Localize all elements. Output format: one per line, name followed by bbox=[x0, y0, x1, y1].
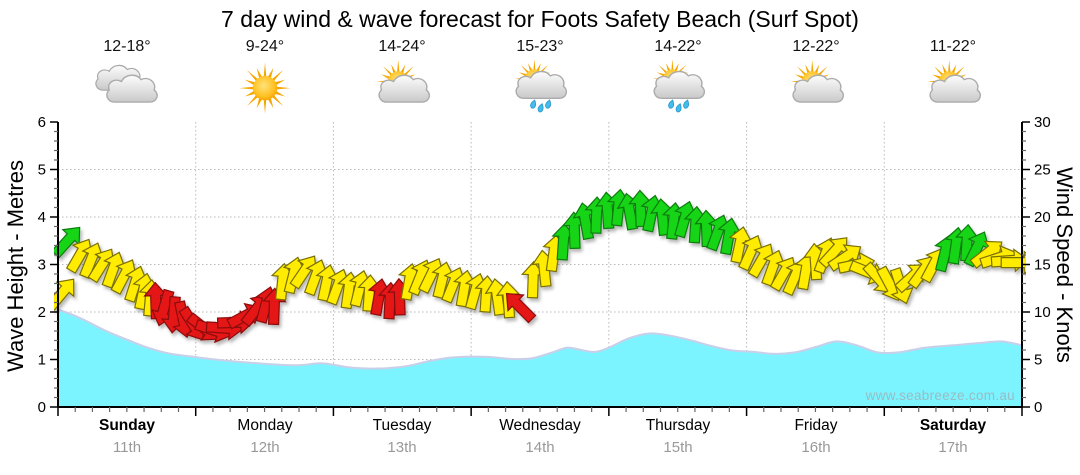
day-column-sunday: 12-18° bbox=[58, 38, 196, 123]
day-date: 15th bbox=[663, 439, 693, 456]
day-name: Friday bbox=[794, 417, 838, 434]
day-date: 14th bbox=[525, 439, 555, 456]
day-name: Wednesday bbox=[499, 417, 581, 434]
x-label-thursday: Thursday 15th bbox=[609, 417, 747, 456]
day-date: 17th bbox=[938, 439, 968, 456]
day-temp: 14-24° bbox=[378, 38, 426, 55]
day-temp: 9-24° bbox=[245, 38, 285, 55]
right-axis-label: Wind Speed - Knots bbox=[1052, 167, 1077, 363]
watermark: www.seabreeze.com.au bbox=[865, 388, 1015, 403]
day-column-wednesday: 15-23° bbox=[471, 38, 609, 123]
day-temp: 15-23° bbox=[516, 38, 564, 55]
right-axis-tick-label: 20 bbox=[1034, 209, 1051, 226]
weather-icon-cloudy bbox=[95, 60, 159, 118]
x-label-tuesday: Tuesday 13th bbox=[333, 417, 471, 456]
weather-icon-showers bbox=[508, 59, 572, 118]
day-date: 13th bbox=[387, 439, 417, 456]
left-axis-label: Wave Height - Metres bbox=[3, 160, 28, 372]
weather-icon-showers bbox=[646, 59, 710, 118]
day-column-monday: 9-24° bbox=[196, 38, 334, 123]
x-label-wednesday: Wednesday 14th bbox=[471, 417, 609, 456]
x-label-friday: Friday 16th bbox=[747, 417, 885, 456]
day-name: Thursday bbox=[645, 417, 711, 434]
day-date: 16th bbox=[801, 439, 831, 456]
day-temp: 11-22° bbox=[929, 38, 977, 55]
right-axis-tick-label: 25 bbox=[1034, 162, 1051, 179]
x-label-saturday: Saturday 17th bbox=[884, 417, 1022, 456]
left-axis-tick-label: 3 bbox=[38, 257, 46, 274]
left-axis-tick-label: 5 bbox=[38, 162, 46, 179]
left-axis-tick-label: 2 bbox=[38, 304, 46, 321]
weather-icon-partly-cloudy bbox=[370, 59, 434, 118]
left-axis-tick-label: 0 bbox=[38, 399, 46, 416]
left-axis-tick-label: 6 bbox=[38, 114, 46, 131]
day-temp: 12-22° bbox=[792, 38, 840, 55]
chart-title: 7 day wind & wave forecast for Foots Saf… bbox=[221, 6, 859, 32]
day-name: Sunday bbox=[99, 417, 155, 434]
day-date: 11th bbox=[112, 439, 142, 456]
day-name: Tuesday bbox=[372, 417, 432, 434]
day-column-friday: 12-22° bbox=[747, 38, 885, 123]
day-name: Monday bbox=[237, 417, 293, 434]
weather-icon-sunny bbox=[233, 60, 297, 118]
right-axis-tick-label: 10 bbox=[1034, 304, 1051, 321]
left-axis-tick-label: 1 bbox=[38, 352, 46, 369]
day-column-tuesday: 14-24° bbox=[333, 38, 471, 123]
weather-icon-partly-cloudy bbox=[921, 59, 985, 118]
weather-icon-partly-cloudy bbox=[784, 59, 848, 118]
day-date: 12th bbox=[250, 439, 280, 456]
right-axis-tick-label: 30 bbox=[1034, 114, 1051, 131]
day-temp: 12-18° bbox=[103, 38, 151, 55]
day-name: Saturday bbox=[919, 417, 987, 434]
left-axis-tick-label: 4 bbox=[38, 209, 46, 226]
right-axis-tick-label: 5 bbox=[1034, 352, 1042, 369]
x-label-sunday: Sunday 11th bbox=[58, 417, 196, 456]
day-column-saturday: 11-22° bbox=[884, 38, 1022, 123]
day-column-thursday: 14-22° bbox=[609, 38, 747, 123]
x-label-monday: Monday 12th bbox=[196, 417, 334, 456]
right-axis-tick-label: 0 bbox=[1034, 399, 1042, 416]
right-axis-tick-label: 15 bbox=[1034, 257, 1051, 274]
day-temp: 14-22° bbox=[654, 38, 702, 55]
